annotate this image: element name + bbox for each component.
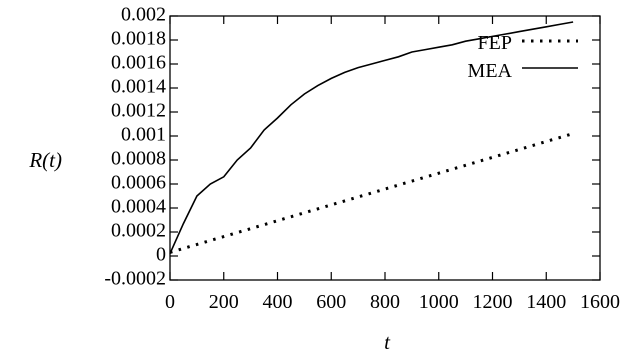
x-axis-label: t <box>384 330 391 354</box>
x-axis: 0 200 400 600 800 1000 1200 1400 1600 <box>165 16 620 313</box>
x-tick-label: 1000 <box>419 291 459 313</box>
y-tick-label: 0.0004 <box>111 196 166 218</box>
y-tick-label: 0.0008 <box>111 148 166 170</box>
y-axis: -0.000200.00020.00040.00060.00080.0010.0… <box>104 4 600 290</box>
legend-label-fep: FEP <box>478 32 512 54</box>
y-tick-label: 0.0014 <box>111 76 166 98</box>
y-tick-label: 0.0012 <box>111 100 166 122</box>
x-tick-label: 400 <box>263 291 293 313</box>
plot-frame-rect <box>169 15 601 281</box>
y-tick-label: 0.0018 <box>111 28 166 50</box>
x-tick-label: 0 <box>165 291 175 313</box>
series-layer <box>169 21 574 254</box>
plot-frame <box>169 15 601 281</box>
x-tick-label: 200 <box>209 291 239 313</box>
x-tick-label: 1400 <box>526 291 566 313</box>
x-tick-label: 1200 <box>473 291 513 313</box>
y-tick-label: 0.002 <box>121 4 166 26</box>
y-tick-label: 0.0016 <box>111 52 166 74</box>
x-tick-label: 1600 <box>580 291 620 313</box>
x-tick-label: 600 <box>316 291 346 313</box>
y-axis-label: R(t) <box>28 148 62 172</box>
legend: FEP MEA <box>468 32 578 82</box>
y-tick-label: -0.0002 <box>104 268 166 290</box>
legend-label-mea: MEA <box>468 60 513 82</box>
series-line-mea <box>169 21 574 254</box>
y-tick-label: 0 <box>156 244 166 266</box>
y-tick-label: 0.0006 <box>111 172 166 194</box>
y-tick-label: 0.001 <box>121 124 166 146</box>
x-tick-label: 800 <box>370 291 400 313</box>
series-line-fep <box>169 132 574 254</box>
y-tick-label: 0.0002 <box>111 220 166 242</box>
